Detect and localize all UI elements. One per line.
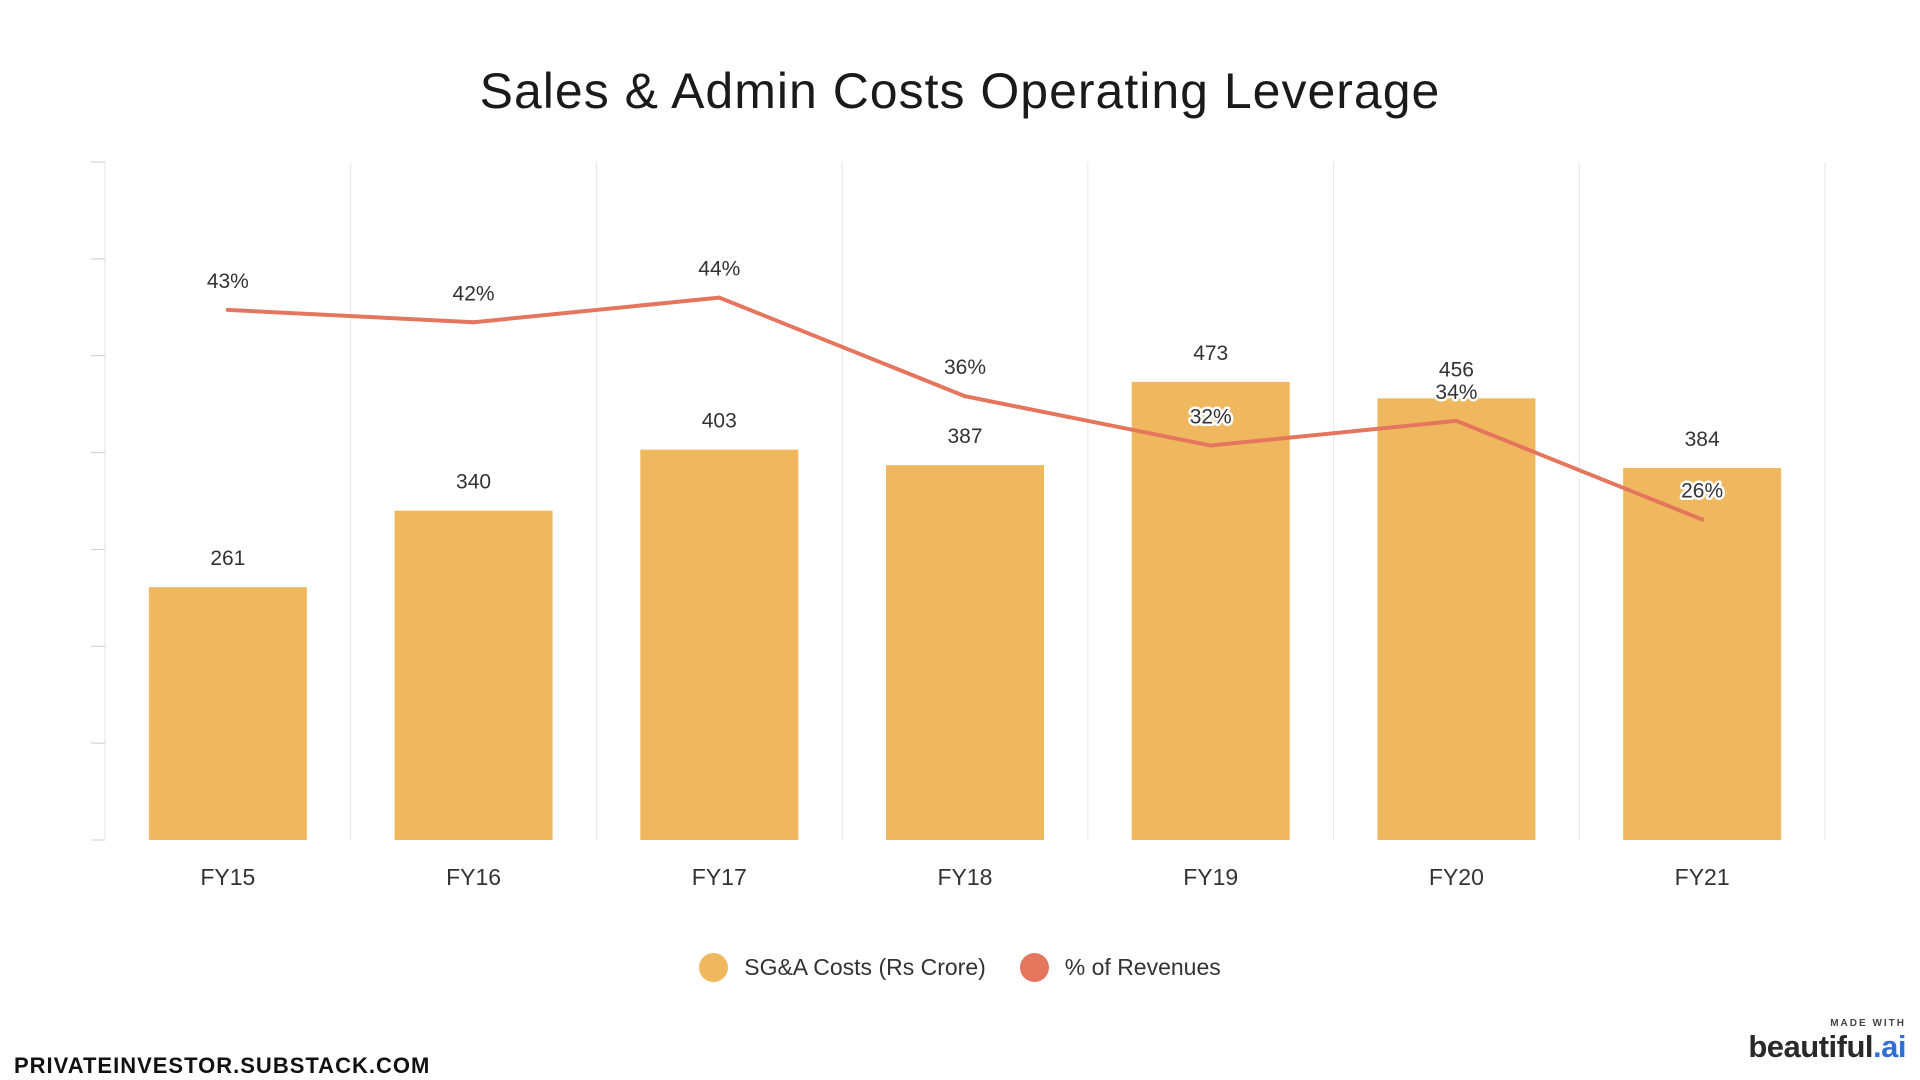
x-tick-label: FY21 bbox=[1675, 864, 1730, 890]
bar-value-label: 456 bbox=[1439, 358, 1474, 381]
x-tick-label: FY16 bbox=[446, 864, 501, 890]
line-point bbox=[717, 295, 722, 300]
line-point bbox=[225, 307, 230, 312]
line-point bbox=[963, 394, 967, 399]
bar-value-label: 340 bbox=[456, 471, 491, 494]
source-credit: PRIVATEINVESTOR.SUBSTACK.COM bbox=[14, 1053, 431, 1078]
legend-swatch-revenue-pct bbox=[1019, 953, 1049, 982]
bar-fy21 bbox=[1623, 468, 1782, 840]
bar-fy19 bbox=[1131, 381, 1290, 840]
legend-label-sga: SG&A Costs (Rs Crore) bbox=[744, 954, 986, 980]
line-value-label: 44% bbox=[698, 258, 740, 281]
brand-tld-text: .ai bbox=[1873, 1029, 1906, 1064]
bar-value-label: 384 bbox=[1685, 428, 1720, 451]
brand-caption: MADE WITH bbox=[1830, 1018, 1906, 1029]
line-point bbox=[1454, 418, 1459, 423]
line-point bbox=[1208, 443, 1213, 448]
bar-fy18 bbox=[886, 465, 1044, 840]
line-value-label: 36% bbox=[944, 356, 986, 379]
legend-label-revenue-pct: % of Revenues bbox=[1064, 954, 1221, 980]
label-layer: 261 FY15 340 FY16 403 FY17 387 FY18 473 FY19 456 FY… bbox=[200, 255, 1730, 890]
x-tick-label: FY18 bbox=[938, 864, 993, 890]
bar-fy15 bbox=[148, 587, 307, 840]
line-value-label: 26% bbox=[1681, 479, 1723, 502]
line-value-label: 43% bbox=[207, 270, 249, 293]
line-point bbox=[471, 320, 476, 325]
legend-item-revenue-pct: % of Revenues bbox=[1019, 953, 1221, 982]
bar-value-label: 387 bbox=[947, 425, 982, 448]
x-tick-label: FY15 bbox=[200, 864, 255, 890]
brand-badge[interactable]: MADE WITH beautiful.ai bbox=[1748, 1018, 1906, 1065]
bar-value-label: 473 bbox=[1193, 342, 1228, 365]
bar-fy16 bbox=[394, 510, 553, 840]
bar-fy17 bbox=[640, 449, 799, 840]
bar-layer bbox=[148, 381, 1782, 840]
x-tick-label: FY20 bbox=[1429, 864, 1484, 890]
brand-name-text: beautiful bbox=[1748, 1029, 1874, 1064]
legend-swatch-sga bbox=[699, 953, 729, 982]
line-value-label: 42% bbox=[453, 282, 495, 305]
chart-title: Sales & Admin Costs Operating Leverage bbox=[479, 63, 1441, 119]
x-tick-label: FY17 bbox=[692, 864, 747, 890]
legend-item-sga: SG&A Costs (Rs Crore) bbox=[699, 953, 986, 982]
x-tick-label: FY19 bbox=[1183, 864, 1238, 890]
line-value-label: 34% bbox=[1435, 381, 1477, 404]
bar-value-label: 261 bbox=[210, 547, 245, 570]
legend: SG&A Costs (Rs Crore) % of Revenues bbox=[0, 953, 1920, 982]
line-value-label: 32% bbox=[1190, 406, 1232, 429]
line-point bbox=[1700, 517, 1705, 522]
brand-logo: beautiful.ai bbox=[1748, 1029, 1906, 1065]
line-layer bbox=[225, 295, 1705, 522]
bar-fy20 bbox=[1377, 398, 1536, 840]
grid-layer bbox=[91, 161, 1826, 841]
bar-value-label: 403 bbox=[702, 410, 737, 433]
